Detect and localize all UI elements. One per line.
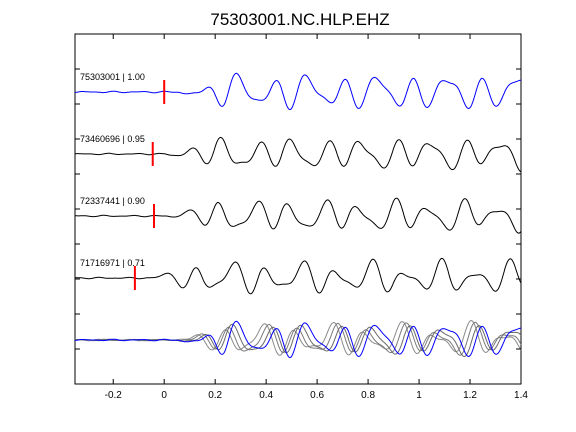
traces-group: 75303001 | 1.00 73460696 | 0.95 72337441 |… — [74, 72, 522, 295]
stacked-traces-group — [74, 319, 522, 359]
plot-frame — [74, 33, 522, 385]
x-tick-label: 0.6 — [310, 390, 324, 401]
stacked-waveform — [74, 323, 522, 358]
x-tick-label: 0.4 — [259, 390, 273, 401]
trace-label: 72337441 | 0.90 — [80, 196, 145, 206]
trace-label: 71716971 | 0.71 — [80, 258, 145, 268]
chart-title: 75303001.NC.HLP.EHZ — [210, 10, 389, 29]
x-tick-label: 1 — [416, 390, 422, 401]
trace-waveform — [75, 197, 522, 234]
y-ticks — [75, 33, 521, 385]
x-axis: -0.2 0 0.2 0.4 0.6 0.8 1 1.2 1.4 — [105, 34, 528, 401]
x-tick-label: 1.4 — [514, 390, 528, 401]
x-tick-label: 1.2 — [463, 390, 477, 401]
stacked-waveform — [74, 320, 521, 359]
trace-label: 73460696 | 0.95 — [80, 134, 145, 144]
x-tick-label: 0.8 — [361, 390, 375, 401]
x-tick-label: 0.2 — [208, 390, 222, 401]
trace-waveform — [75, 257, 522, 295]
trace-waveform — [74, 136, 522, 173]
x-tick-label: -0.2 — [105, 390, 123, 401]
x-tick-label: 0 — [161, 390, 167, 401]
trace-label: 75303001 | 1.00 — [80, 72, 145, 82]
trace-waveform — [74, 72, 521, 111]
